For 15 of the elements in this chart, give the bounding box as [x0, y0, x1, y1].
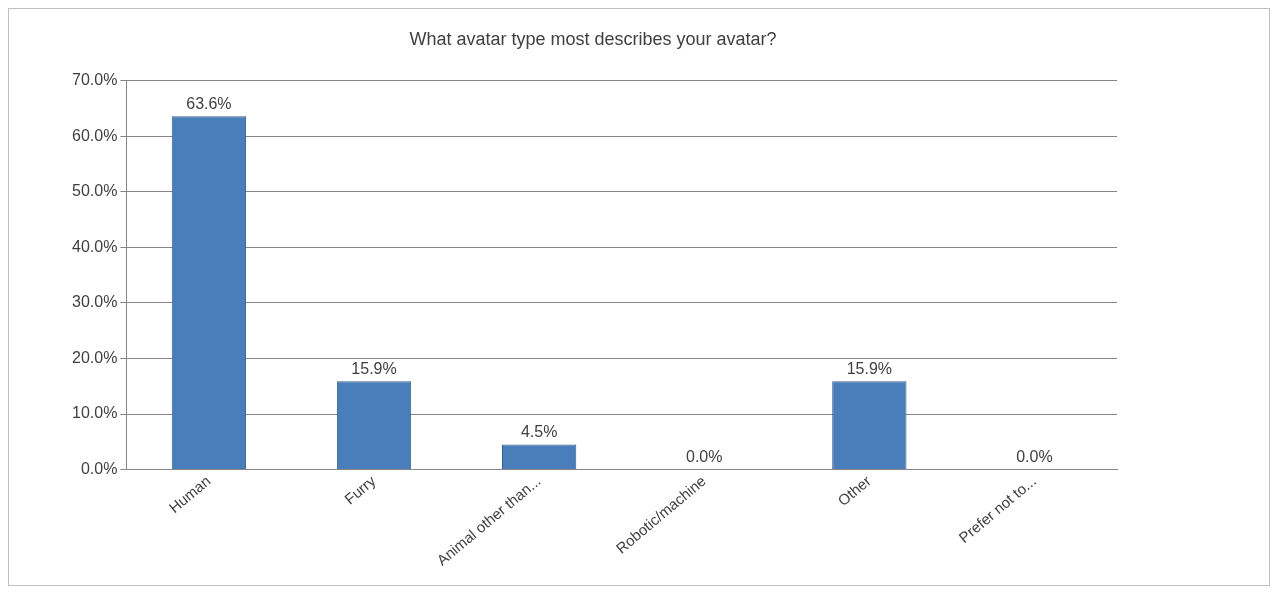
y-tick-label: 10.0%: [71, 404, 118, 422]
y-tick-label: 30.0%: [71, 293, 118, 311]
y-tick-label: 50.0%: [71, 182, 118, 200]
data-label: 15.9%: [351, 359, 397, 377]
data-label: 63.6%: [186, 94, 232, 112]
data-label: 15.9%: [846, 359, 893, 377]
y-tick-label: 20.0%: [71, 348, 118, 366]
data-label: 0.0%: [686, 448, 723, 466]
chart-title: What avatar type most describes your avatar?: [409, 28, 777, 49]
y-tick-label: 70.0%: [71, 71, 118, 89]
data-label: 4.5%: [520, 423, 558, 440]
y-tick-label: 40.0%: [71, 237, 118, 255]
y-tick-label: 0.0%: [80, 460, 118, 478]
y-tick-label: 60.0%: [71, 126, 118, 144]
data-label: 0.0%: [1016, 448, 1053, 466]
